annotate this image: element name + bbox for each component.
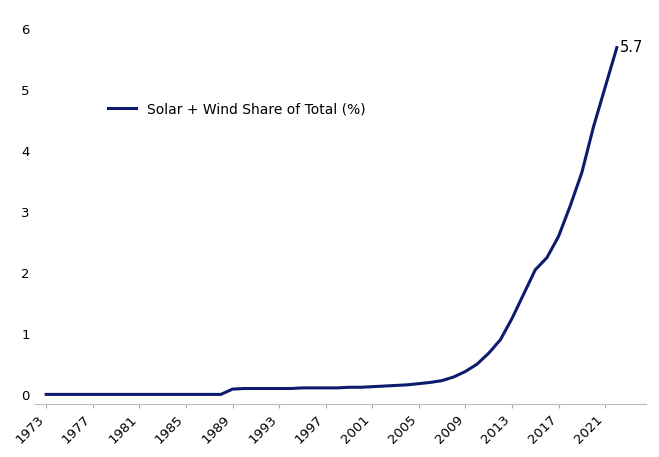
Legend: Solar + Wind Share of Total (%): Solar + Wind Share of Total (%) bbox=[103, 96, 371, 122]
Text: 5.7: 5.7 bbox=[620, 40, 644, 55]
